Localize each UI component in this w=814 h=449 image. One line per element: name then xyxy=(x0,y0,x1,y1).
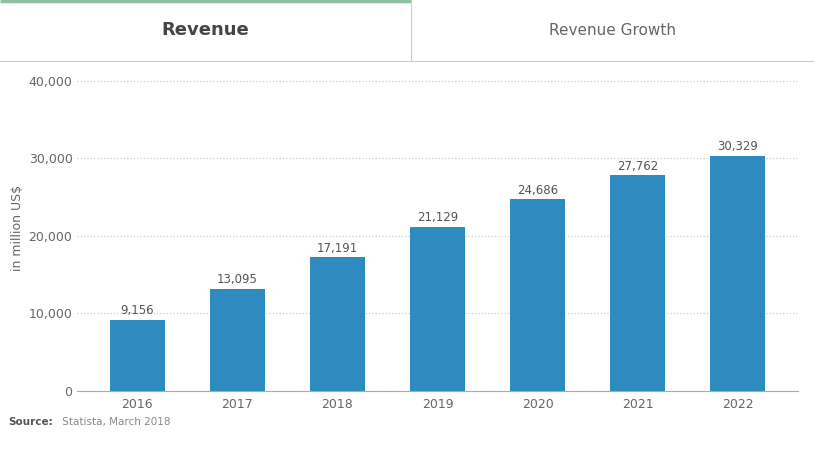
Bar xyxy=(510,199,565,391)
Text: 27,762: 27,762 xyxy=(617,160,659,173)
Text: 30,329: 30,329 xyxy=(717,140,758,153)
Text: 9,156: 9,156 xyxy=(120,304,154,317)
Bar xyxy=(210,289,265,391)
Text: 24,686: 24,686 xyxy=(517,184,558,197)
Text: 21,129: 21,129 xyxy=(417,211,458,224)
Text: Info: Info xyxy=(743,417,777,432)
Text: Source:: Source: xyxy=(8,417,53,427)
Bar xyxy=(710,155,765,391)
Bar xyxy=(610,176,665,391)
Text: 13,095: 13,095 xyxy=(217,273,258,286)
Text: Statista, March 2018: Statista, March 2018 xyxy=(59,417,170,427)
Text: 17,191: 17,191 xyxy=(317,242,358,255)
Bar xyxy=(110,320,165,391)
Text: Revenue: Revenue xyxy=(162,21,249,40)
Bar xyxy=(310,257,365,391)
Y-axis label: in million US$: in million US$ xyxy=(11,185,24,271)
Text: Revenue Growth: Revenue Growth xyxy=(549,23,676,38)
Bar xyxy=(410,227,465,391)
